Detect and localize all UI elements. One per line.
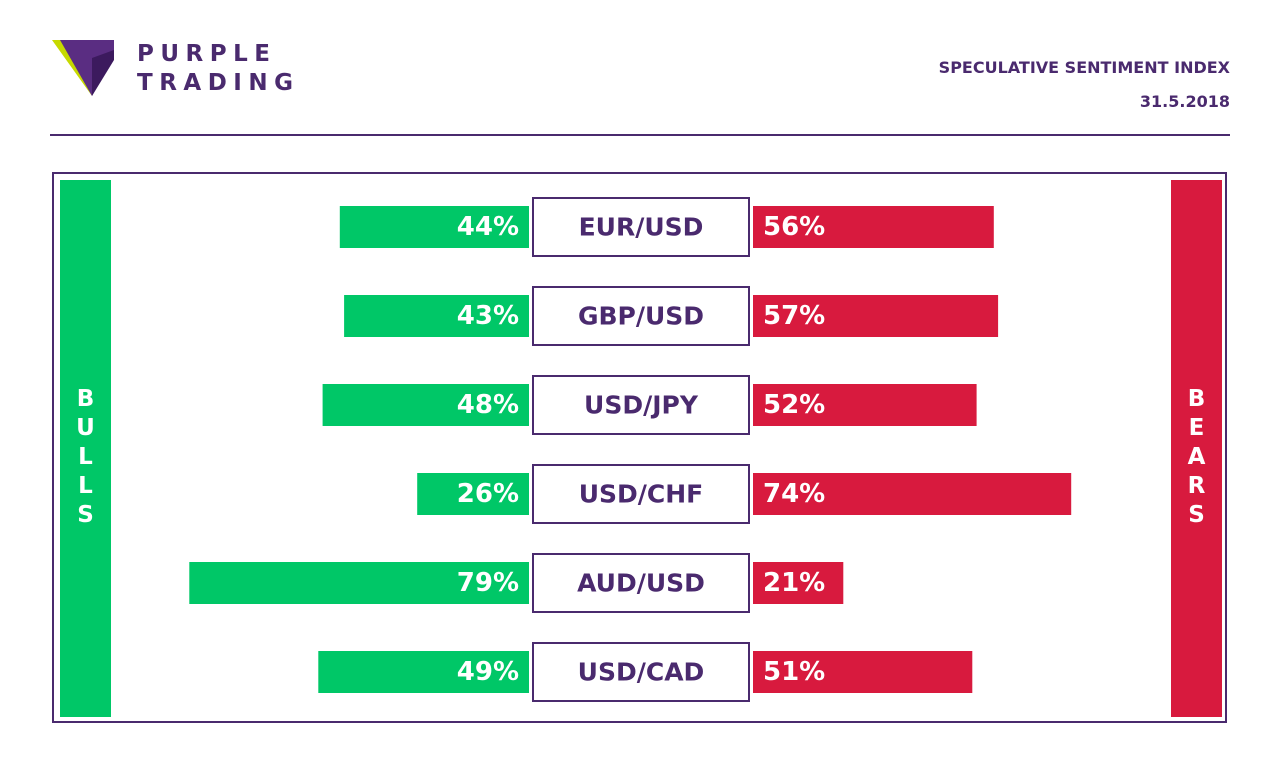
pair-box — [532, 197, 750, 257]
bear-percent-label: 51% — [763, 657, 825, 687]
pair-label: AUD/USD — [577, 569, 705, 598]
pair-box — [532, 286, 750, 346]
bear-percent-label: 56% — [763, 212, 825, 242]
pair-label: EUR/USD — [579, 213, 704, 242]
bull-bar — [339, 206, 529, 248]
bull-percent-label: 43% — [457, 301, 519, 331]
chart-frame — [52, 172, 1227, 723]
bear-bar — [753, 295, 999, 337]
pair-box — [532, 642, 750, 702]
pair-label: USD/CAD — [578, 658, 705, 687]
pair-label: USD/JPY — [584, 391, 699, 420]
bulls-side-bar: B U L L S — [60, 180, 111, 717]
bear-percent-label: 52% — [763, 390, 825, 420]
bull-bar — [189, 562, 530, 604]
bull-bar — [417, 473, 529, 515]
bear-bar — [753, 651, 973, 693]
index-title: SPECULATIVE SENTIMENT INDEX — [938, 58, 1230, 77]
bull-percent-label: 79% — [457, 568, 519, 598]
brand-name: PURPLE TRADING — [137, 40, 299, 98]
bear-bar — [753, 384, 977, 426]
bull-bar — [344, 295, 529, 337]
bear-bar — [753, 562, 844, 604]
header-divider — [50, 134, 1230, 136]
bull-percent-label: 49% — [457, 657, 519, 687]
bear-percent-label: 74% — [763, 479, 825, 509]
bull-bar — [318, 651, 529, 693]
pair-box — [532, 464, 750, 524]
pair-label: USD/CHF — [579, 480, 704, 509]
bull-percent-label: 26% — [457, 479, 519, 509]
header-info: SPECULATIVE SENTIMENT INDEX 31.5.2018 — [939, 56, 1230, 114]
bear-percent-label: 21% — [763, 568, 825, 598]
bulls-label: B U L L S — [76, 386, 95, 528]
bear-bar — [753, 206, 994, 248]
bull-percent-label: 44% — [457, 212, 519, 242]
brand-line-2: TRADING — [137, 70, 300, 96]
bears-label: B E A R S — [1187, 386, 1206, 528]
bull-bar — [322, 384, 529, 426]
bull-percent-label: 48% — [457, 390, 519, 420]
pair-label: GBP/USD — [578, 302, 704, 331]
pair-box — [532, 553, 750, 613]
brand-line-1: PURPLE — [137, 41, 277, 67]
purple-trading-logo-icon — [52, 40, 114, 96]
bears-side-bar: B E A R S — [1171, 180, 1222, 717]
bear-bar — [753, 473, 1072, 515]
bear-percent-label: 57% — [763, 301, 825, 331]
index-date: 31.5.2018 — [1139, 92, 1230, 111]
pair-box — [532, 375, 750, 435]
